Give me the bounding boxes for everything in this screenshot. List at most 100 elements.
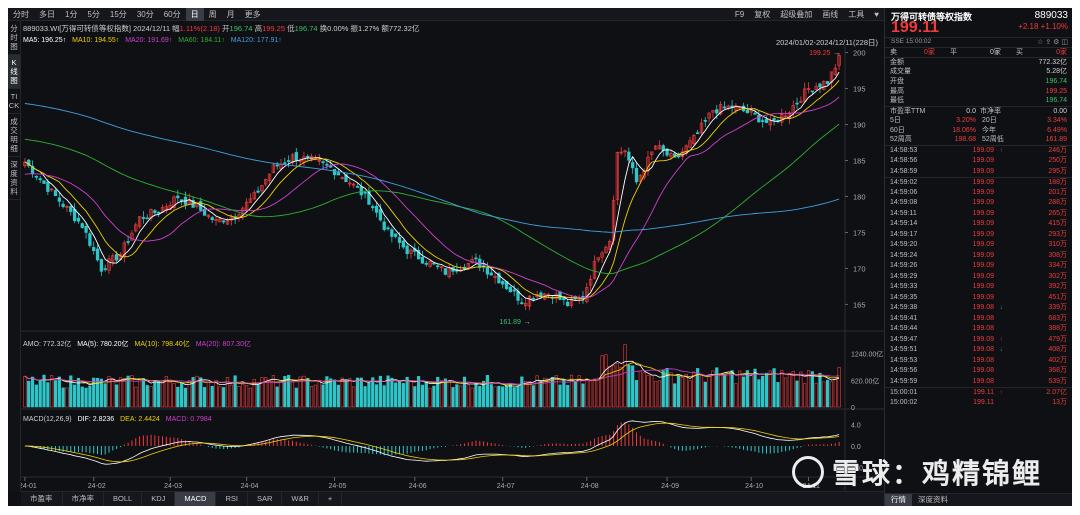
volume-bar [657,380,662,408]
volume-bar [646,375,650,408]
volume-bar [42,374,46,408]
expand-icon[interactable]: ◫ [1061,39,1068,46]
indicator-tab-3[interactable]: KDJ [142,492,176,506]
candle [699,118,704,135]
volume-bar [550,376,555,408]
timeframe-6[interactable]: 60分 [163,9,181,19]
candle [588,275,593,292]
tick-time: 14:59:02 [890,179,918,187]
timeframe-9[interactable]: 月 [226,9,235,19]
timeframe-4[interactable]: 15分 [109,9,127,19]
candle [439,266,444,272]
candle [653,144,658,150]
tool-0[interactable]: F9 [734,9,745,19]
volume-bar [520,376,524,408]
sidenav-item-3[interactable]: 成交明细 [8,114,20,157]
timeframe-3[interactable]: 5分 [87,9,100,19]
timeframe-8[interactable]: 周 [208,9,217,19]
candle [803,82,807,102]
volume-bar [451,387,455,408]
timeframe-0[interactable]: 分时 [13,9,29,19]
candle [252,189,256,201]
candle [600,250,604,263]
turnover-value: 0.00% [327,24,349,33]
candle [718,101,723,116]
indicator-tab-2[interactable]: BOLL [104,492,143,506]
timeframe-10[interactable]: 更多 [244,9,261,19]
tick-time: 14:59:38 [890,304,918,312]
volume-bar [172,383,176,408]
tick-row: 14:58:53 199.09 ↑ 246万 [885,146,1072,157]
volume-bar [504,385,509,408]
quote-tab-0[interactable]: 行情 [885,494,912,506]
candle [88,231,92,248]
timeframe-1[interactable]: 多日 [39,9,55,19]
candle [707,112,711,123]
star-icon[interactable]: ☆ [1037,39,1044,46]
candle [355,183,360,188]
volume-bar [482,381,486,408]
indicator-tab-0[interactable]: 市盈率 [21,492,63,506]
stat-label: 成交量 [890,68,911,76]
tick-volume: 310万 [1048,241,1067,249]
indicator-tab-8[interactable]: + [319,492,343,506]
timeframe-2[interactable]: 1分 [65,9,78,19]
tick-list[interactable]: 14:58:53 199.09 ↑ 246万 14:58:56 199.09 250万 14:… [885,144,1072,409]
tick-row: 14:59:20 199.09 310万 [885,240,1072,251]
volume-bar [107,376,111,408]
indicator-tab-5[interactable]: RSI [216,492,248,506]
volume-bar [558,384,562,408]
volume-bar [229,384,233,408]
timeframe-5[interactable]: 30分 [136,9,154,19]
volume-bar [191,377,195,408]
side-nav: 分时图 K线图 TICK 成交明细 深度资料 [8,21,21,491]
tick-time: 15:00:02 [890,398,918,406]
arrow-up-icon [994,209,1008,220]
volume-bar [722,375,727,408]
sell-label: 卖 [890,49,897,56]
tick-row: 14:59:53 199.08 402万 [885,356,1072,367]
pb-value: 0.00 [1053,108,1067,116]
tool-5[interactable]: ♥ [874,9,879,19]
tool-2[interactable]: 超级叠加 [780,9,813,19]
volume-bar [696,368,700,408]
volume-bar [160,380,165,408]
tool-4[interactable]: 工具 [848,9,865,19]
tick-volume: 339万 [1048,304,1067,312]
x-tick-label: 24-07 [497,483,515,490]
indicator-tab-1[interactable]: 市净率 [63,492,104,506]
tick-volume: 201万 [1048,188,1067,196]
volume-bar [638,370,642,408]
candle [363,190,367,199]
period-label: 5日 [890,116,901,124]
tick-price: 199.09 [972,179,994,187]
indicator-tab-6[interactable]: SAR [248,492,283,506]
candle [730,100,734,114]
volume-bar [336,384,340,408]
volume-bar [673,383,677,408]
sidenav-item-2[interactable]: TICK [8,89,20,114]
kline-chart-area[interactable]: 165 170 175 180 185 190 195 200 199.25 → 161.89 → 12… [21,21,884,491]
settings-icon[interactable]: ⚙ [1053,39,1060,46]
tool-1[interactable]: 复权 [754,9,771,19]
macd-tick-label: 4.0 [851,422,861,429]
max-arrow-icon: → [833,50,840,57]
candle [371,204,375,212]
sidenav-item-0[interactable]: 分时图 [8,21,20,55]
candle [470,255,474,264]
indicator-tab-4[interactable]: MACD [175,492,217,506]
indicator-tab-7[interactable]: W&R [282,492,319,506]
share-icon[interactable]: ⇪ [1045,39,1052,46]
candle [95,244,100,262]
volume-bar [730,370,734,408]
tick-price: 199.08 [972,346,994,354]
volume-bar [569,374,574,408]
volume-bar [443,378,447,408]
timeframe-7[interactable]: 日 [185,8,204,21]
tool-3[interactable]: 画线 [822,9,839,19]
sidenav-item-1[interactable]: K线图 [8,55,20,89]
quote-tab-1[interactable]: 深度资料 [918,495,948,504]
sidenav-item-4[interactable]: 深度资料 [8,157,20,200]
candle [527,294,532,311]
